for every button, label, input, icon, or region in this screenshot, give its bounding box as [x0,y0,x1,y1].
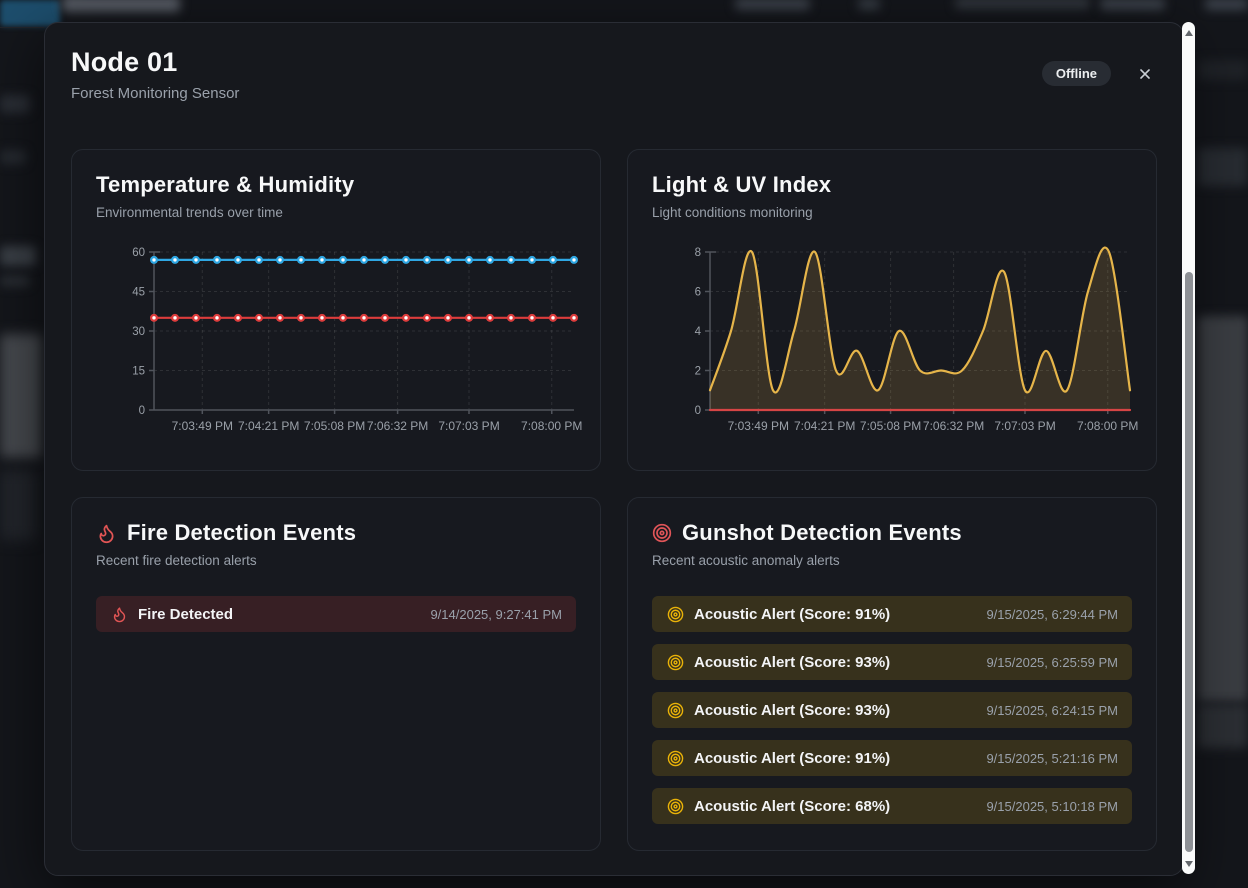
status-badge: Offline [1041,61,1111,86]
svg-text:0: 0 [139,405,145,417]
bullseye-icon [652,523,672,543]
card-subtitle: Recent acoustic anomaly alerts [652,553,840,568]
backdrop-node-select-blurred [735,0,810,10]
modal-title: Node 01 [71,47,178,77]
card-title: Fire Detection Events [127,520,357,545]
flame-icon [96,523,117,544]
event-label: Acoustic Alert (Score: 91%) [694,605,891,623]
event-timestamp: 9/15/2025, 5:10:18 PM [986,798,1118,814]
backdrop-control-blurred [858,0,880,10]
backdrop-right-panel-blurred [1198,148,1248,186]
scrollbar-down-arrow[interactable] [1182,857,1195,871]
app-logo [0,0,60,26]
event-row: Acoustic Alert (Score: 68%) 9/15/2025, 5:… [652,788,1132,824]
bullseye-icon [667,702,684,719]
svg-text:7:05:08 PM: 7:05:08 PM [304,419,365,433]
backdrop-refresh-button-blurred [1100,0,1165,10]
backdrop-status-text-blurred [955,0,1090,9]
svg-text:4: 4 [695,326,702,338]
backdrop-right-panel-blurred [1198,60,1248,80]
event-label: Fire Detected [138,605,234,623]
temperature-humidity-card: Temperature & Humidity Environmental tre… [71,149,601,471]
scrollbar-thumb[interactable] [1184,272,1193,852]
card-grid: Temperature & Humidity Environmental tre… [71,149,1157,851]
event-label: Acoustic Alert (Score: 91%) [694,749,891,767]
svg-text:6: 6 [695,287,701,299]
gunshot-events-list: Acoustic Alert (Score: 91%) 9/15/2025, 6:… [652,596,1132,824]
fire-events-list: Fire Detected 9/14/2025, 9:27:41 PM [96,596,576,632]
svg-text:7:07:03 PM: 7:07:03 PM [994,419,1055,433]
backdrop-left-text-blurred [0,150,26,164]
svg-text:2: 2 [695,366,701,378]
svg-text:7:07:03 PM: 7:07:03 PM [438,419,499,433]
svg-text:8: 8 [695,247,701,259]
svg-text:7:08:00 PM: 7:08:00 PM [521,419,582,433]
temperature-humidity-chart: 0 15 30 45 60 7:03:49 PM 7:04:21 PM 7:05:08 PM 7… [96,244,582,436]
svg-text:7:04:21 PM: 7:04:21 PM [238,419,299,433]
card-subtitle: Light conditions monitoring [652,205,813,220]
bullseye-icon [667,750,684,767]
svg-text:7:03:49 PM: 7:03:49 PM [172,419,233,433]
card-title: Light & UV Index [652,172,832,197]
svg-text:60: 60 [132,247,145,259]
backdrop-header-divider [0,27,44,28]
svg-text:0: 0 [695,405,701,417]
flame-icon [111,606,128,623]
backdrop-control-blurred [1205,0,1248,10]
svg-text:7:04:21 PM: 7:04:21 PM [794,419,855,433]
backdrop-left-panel-blurred [0,334,42,458]
backdrop-right-panel-blurred [1198,704,1248,748]
card-title: Temperature & Humidity [96,172,355,197]
light-uv-chart: 0 2 4 6 8 7:03:49 PM 7:04:21 PM 7:05:08 PM 7:06:… [652,244,1138,436]
event-timestamp: 9/15/2025, 6:29:44 PM [986,606,1118,622]
event-timestamp: 9/15/2025, 5:21:16 PM [986,750,1118,766]
svg-text:7:06:32 PM: 7:06:32 PM [367,419,428,433]
event-row: Acoustic Alert (Score: 93%) 9/15/2025, 6:… [652,644,1132,680]
close-button[interactable] [1135,64,1155,84]
app-title-blurred [62,0,180,12]
gunshot-events-card: Gunshot Detection Events Recent acoustic… [627,497,1157,851]
svg-text:45: 45 [132,287,145,299]
bullseye-icon [667,606,684,623]
modal-subtitle: Forest Monitoring Sensor [71,85,240,102]
svg-text:30: 30 [132,326,145,338]
scrollbar-up-arrow[interactable] [1182,26,1195,40]
svg-text:7:08:00 PM: 7:08:00 PM [1077,419,1138,433]
event-label: Acoustic Alert (Score: 93%) [694,701,891,719]
modal-scrollbar[interactable] [1182,22,1195,874]
card-title: Gunshot Detection Events [682,520,962,545]
svg-text:7:05:08 PM: 7:05:08 PM [860,419,921,433]
backdrop-left-text-blurred [0,276,30,286]
svg-text:7:06:32 PM: 7:06:32 PM [923,419,984,433]
event-row: Acoustic Alert (Score: 91%) 9/15/2025, 6:… [652,596,1132,632]
card-subtitle: Recent fire detection alerts [96,553,257,568]
backdrop-right-panel-blurred [1198,316,1248,702]
light-uv-card: Light & UV Index Light conditions monito… [627,149,1157,471]
backdrop-left-panel-blurred [0,470,36,540]
event-timestamp: 9/15/2025, 6:24:15 PM [986,702,1118,718]
close-icon [1140,68,1150,79]
event-label: Acoustic Alert (Score: 68%) [694,797,891,815]
event-timestamp: 9/14/2025, 9:27:41 PM [430,606,562,622]
event-row: Acoustic Alert (Score: 91%) 9/15/2025, 5:… [652,740,1132,776]
svg-text:15: 15 [132,366,145,378]
svg-text:7:03:49 PM: 7:03:49 PM [728,419,789,433]
event-row: Fire Detected 9/14/2025, 9:27:41 PM [96,596,576,632]
event-label: Acoustic Alert (Score: 93%) [694,653,891,671]
card-subtitle: Environmental trends over time [96,205,283,220]
backdrop-left-text-blurred [0,246,36,266]
event-timestamp: 9/15/2025, 6:25:59 PM [986,654,1118,670]
bullseye-icon [667,798,684,815]
node-detail-modal: Node 01 Forest Monitoring Sensor Offline… [44,22,1184,876]
event-row: Acoustic Alert (Score: 93%) 9/15/2025, 6:… [652,692,1132,728]
backdrop-left-text-blurred [0,95,30,113]
fire-events-card: Fire Detection Events Recent fire detect… [71,497,601,851]
bullseye-icon [667,654,684,671]
